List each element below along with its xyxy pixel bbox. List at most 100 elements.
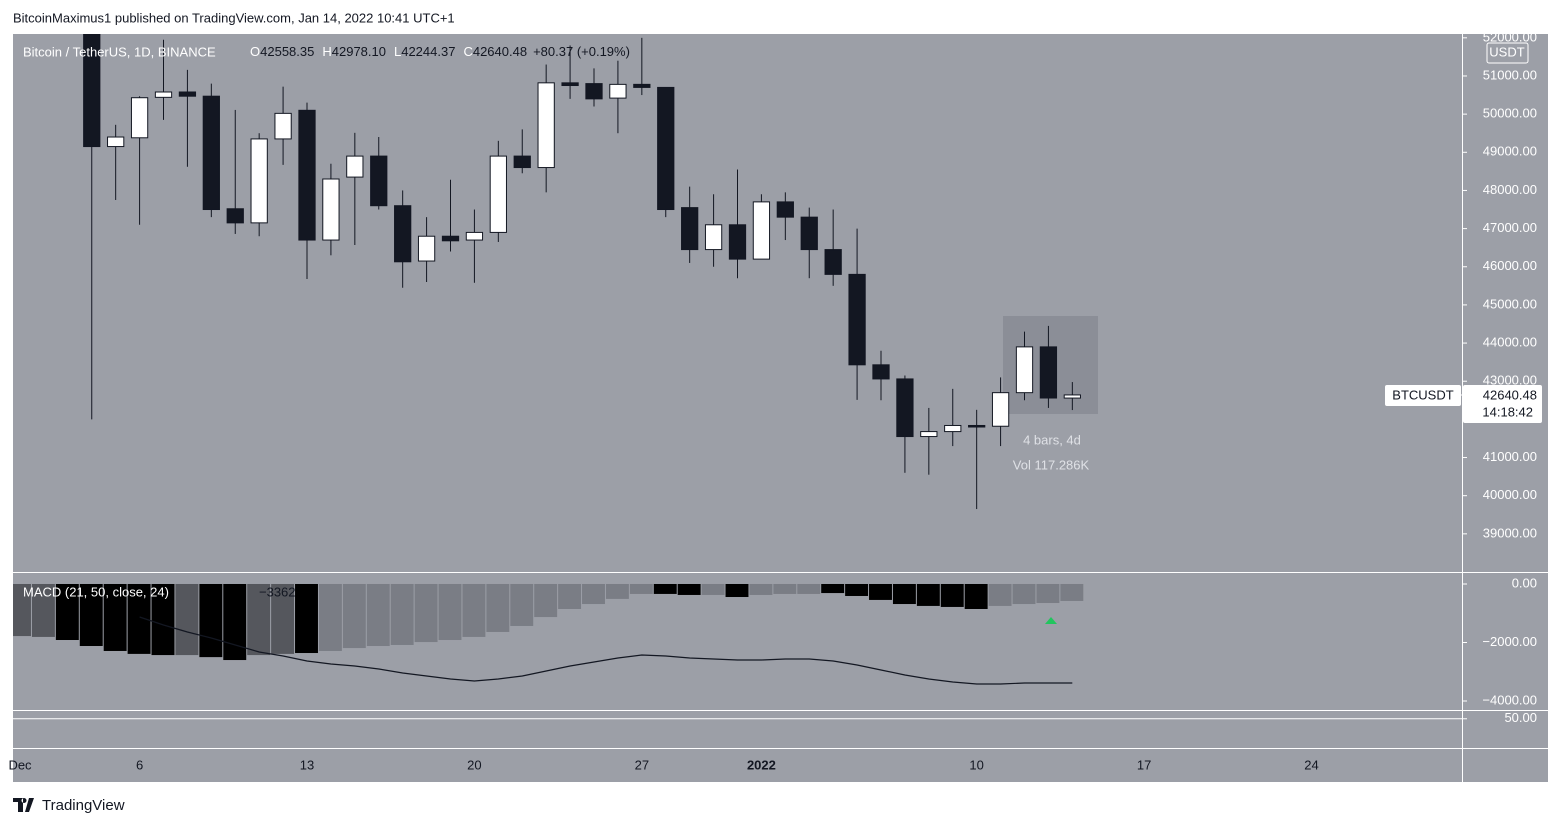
candle-body [250,138,268,224]
candle-body [226,208,244,224]
histogram-bar [366,583,390,647]
histogram-bar [390,583,414,645]
candle-body [681,207,699,251]
ohlc-key: H [322,44,331,59]
x-tick-label: Dec [8,757,32,772]
histogram-bar [247,583,271,656]
candle-body [489,155,507,233]
y-tick-label: 41000.00 [1483,449,1537,464]
histogram-bar [223,583,247,661]
x-tick-label: 24 [1304,757,1318,772]
histogram-bar [199,583,223,658]
footer-logo [13,798,34,812]
change: +80.37 (+0.19%) [533,44,630,59]
ohlc-key: L [394,44,401,59]
candle-body [800,216,818,251]
footer-brand: TradingView [42,797,125,814]
histogram-bar [151,583,175,656]
candle-body [968,424,986,428]
histogram-bar [103,583,127,651]
header-text: BitcoinMaximus1 published on TradingView… [13,10,455,25]
y-tick-label: 46000.00 [1483,258,1537,273]
histogram-bar [725,583,749,598]
x-tick-label: 13 [300,757,314,772]
countdown: 14:18:42 [1482,404,1533,419]
signal-arrow [1045,617,1057,624]
candle-body [633,83,651,88]
ohlc-key: C [463,44,472,59]
y-tick-label: 43000.00 [1483,373,1537,388]
candle-body [513,155,531,169]
histogram-bar [462,583,486,637]
histogram-bar [534,583,558,618]
legend-ohlc: O42558.35 H42978.10 L42244.37 C42640.48 +80.… [250,44,630,59]
histogram-bar [13,583,31,637]
histogram-bar [414,583,438,643]
histogram-bar [558,583,582,610]
histogram-bar [821,583,845,594]
candle-body [848,273,866,366]
histogram-bar [892,583,916,605]
candle-body [394,205,412,263]
ohlc-value: 42558.35 [260,44,314,59]
legend-symbol: Bitcoin / TetherUS, 1D, BINANCE [23,44,216,59]
candle-body [1015,346,1034,394]
histogram-bar [605,583,629,599]
y-tick-label: 51000.00 [1483,67,1537,82]
x-tick-label: 6 [136,757,143,772]
currency-badge [1486,42,1529,64]
candle-body [417,235,436,262]
y-tick-label: 48000.00 [1483,182,1537,197]
histogram-bar [175,583,199,656]
y-tick-label: 49000.00 [1483,144,1537,159]
x-tick-label: 2022 [747,757,776,772]
histogram-bar [677,583,701,595]
candle-body [154,91,173,98]
macd-title: MACD (21, 50, close, 24) [23,584,169,599]
x-tick-label: 27 [635,757,649,772]
y-tick-label: 50000.00 [1483,106,1537,121]
histogram-bar [55,583,79,641]
ohlc-key: O [250,44,260,59]
candle-body [83,34,101,148]
price-tag: BTCUSDT [1392,387,1453,402]
ohlc-value: 42978.10 [332,44,386,59]
candle-body [872,364,890,380]
y-tick-label: −2000.00 [1482,634,1537,649]
candle-body [130,97,149,139]
candle-body [609,83,627,99]
candle-body [537,82,555,169]
candle-body [776,201,794,218]
macd-line [139,616,1073,685]
macd-pane [13,583,1084,685]
candle-body [561,82,579,87]
y-tick-label: 52000.00 [1483,29,1537,44]
histogram-bar [629,583,653,594]
candle-body [178,91,197,97]
candle-body [896,378,914,438]
y-tick-label: 40000.00 [1483,487,1537,502]
histogram-bar [701,583,725,595]
histogram-bar [271,583,295,654]
y-tick-label: 45000.00 [1483,296,1537,311]
histogram-bar [653,583,677,594]
histogram-bar [916,583,940,606]
histogram-bar [342,583,366,649]
candle-body [465,231,484,241]
last-price-box [1463,384,1542,423]
candle-body [107,136,125,148]
last-price-label: 42640.48 [1483,387,1537,402]
x-tick-label: 10 [969,757,983,772]
histogram-bar [940,583,964,607]
y-tick-label: 0.00 [1512,575,1537,590]
candle-body [944,424,962,433]
ohlc-value: 42244.37 [401,44,455,59]
histogram-bar [318,583,342,651]
candle-body [704,224,723,251]
candle-body [202,95,220,211]
histogram-bar [964,583,988,610]
x-tick-label: 20 [467,757,481,772]
candle-body [824,249,842,275]
